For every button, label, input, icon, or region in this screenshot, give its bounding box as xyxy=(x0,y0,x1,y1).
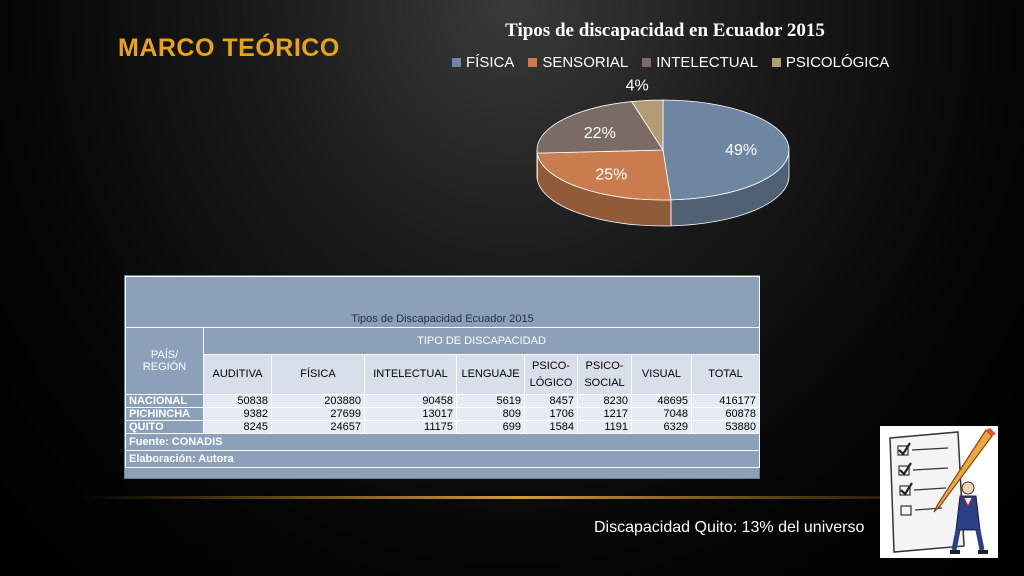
column-header: FÍSICA xyxy=(271,354,365,395)
table-cell: 809 xyxy=(456,407,525,421)
pie-tops xyxy=(536,99,790,201)
table-cell: 8245 xyxy=(203,420,272,434)
table-cell: 1584 xyxy=(524,420,578,434)
table-row: PICHINCHA 9382 27699 13017 809 1706 1217… xyxy=(125,407,761,421)
legend-label: PSICOLÓGICA xyxy=(785,53,890,71)
legend-label: FÍSICA xyxy=(466,53,515,71)
table-cell: 8457 xyxy=(524,394,578,408)
legend-label: SENSORIAL xyxy=(542,53,629,71)
legend-item-intelectual: INTELECTUAL xyxy=(642,54,758,71)
chart-legend: FÍSICA SENSORIAL INTELECTUAL PSICOLÓGICA xyxy=(452,52,889,72)
pie-data-label-2: 22% xyxy=(584,125,616,142)
pie-data-label-1: 25% xyxy=(595,166,627,183)
table-cell: 11175 xyxy=(364,420,457,434)
table-cell: 699 xyxy=(456,420,525,434)
table-cell: 7048 xyxy=(631,407,692,421)
pie-slice-1 xyxy=(536,149,672,201)
legend-label: INTELECTUAL xyxy=(656,53,758,71)
table-cell: 24657 xyxy=(271,420,365,434)
legend-item-fisica: FÍSICA xyxy=(452,54,514,71)
row-label: QUITO xyxy=(125,420,204,434)
table-cell: 1706 xyxy=(524,407,578,421)
table-cell: 6329 xyxy=(631,420,692,434)
table-cell: 8230 xyxy=(577,394,632,408)
slide-caption: Discapacidad Quito: 13% del universo xyxy=(594,519,865,536)
legend-item-sensorial: SENSORIAL xyxy=(528,54,628,71)
pie-slice-3 xyxy=(630,99,664,152)
column-header: LENGUAJE xyxy=(456,354,525,395)
pie-data-label-0: 49% xyxy=(725,142,757,159)
table-cell: 416177 xyxy=(690,394,761,408)
table-cell: 90458 xyxy=(364,394,457,408)
group-header: TIPO DE DISCAPACIDAD xyxy=(202,327,761,355)
table-author: Elaboración: Autora xyxy=(124,450,761,468)
column-header: INTELECTUAL xyxy=(364,354,457,395)
row-label: NACIONAL xyxy=(125,394,204,408)
table-cell: 5619 xyxy=(456,394,525,408)
table-cell: 50838 xyxy=(203,394,272,408)
pie-slice-0 xyxy=(662,99,790,201)
divider-glow xyxy=(80,496,960,499)
chart-title: Tipos de discapacidad en Ecuador 2015 xyxy=(505,20,825,41)
table-cell: 9382 xyxy=(203,407,272,421)
legend-swatch xyxy=(771,57,781,67)
table-row: QUITO 8245 24657 11175 699 1584 1191 632… xyxy=(125,420,761,434)
table-title: Tipos de Discapacidad Ecuador 2015 xyxy=(124,276,761,328)
table-cell: 53880 xyxy=(690,420,761,434)
disability-table: Tipos de Discapacidad Ecuador 2015 PAÍS/… xyxy=(124,275,761,479)
legend-item-psicologica: PSICOLÓGICA xyxy=(771,53,890,71)
column-header: PSICO-LÓGICO xyxy=(524,354,578,395)
table-cell: 1217 xyxy=(577,407,632,421)
checklist-clipart xyxy=(880,426,998,558)
pie-slice-2 xyxy=(536,101,664,154)
region-header: PAÍS/ REGIÓN xyxy=(125,327,204,395)
legend-swatch xyxy=(528,57,538,67)
pie-labels: 49% 25% 22% 4% xyxy=(584,78,757,183)
table-cell: 13017 xyxy=(364,407,457,421)
row-label: PICHINCHA xyxy=(125,407,204,421)
table-cell: 60878 xyxy=(690,407,761,421)
table-cell: 203880 xyxy=(271,394,365,408)
column-header: TOTAL xyxy=(690,354,761,395)
slide-title: MARCO TEÓRICO xyxy=(118,34,340,62)
table-cell: 1191 xyxy=(577,420,632,434)
column-header: AUDITIVA xyxy=(203,354,272,395)
column-header: PSICO-SOCIAL xyxy=(577,354,632,395)
table-cell: 27699 xyxy=(271,407,365,421)
column-header: VISUAL xyxy=(631,354,692,395)
legend-swatch xyxy=(642,57,652,67)
table-source: Fuente: CONADIS xyxy=(124,433,761,451)
pie-data-label-3: 4% xyxy=(626,78,649,94)
table-cell: 48695 xyxy=(631,394,692,408)
table-row: NACIONAL 50838 203880 90458 5619 8457 82… xyxy=(125,394,761,408)
pie-chart: 49% 25% 22% 4% xyxy=(536,78,790,227)
legend-swatch xyxy=(452,57,461,67)
